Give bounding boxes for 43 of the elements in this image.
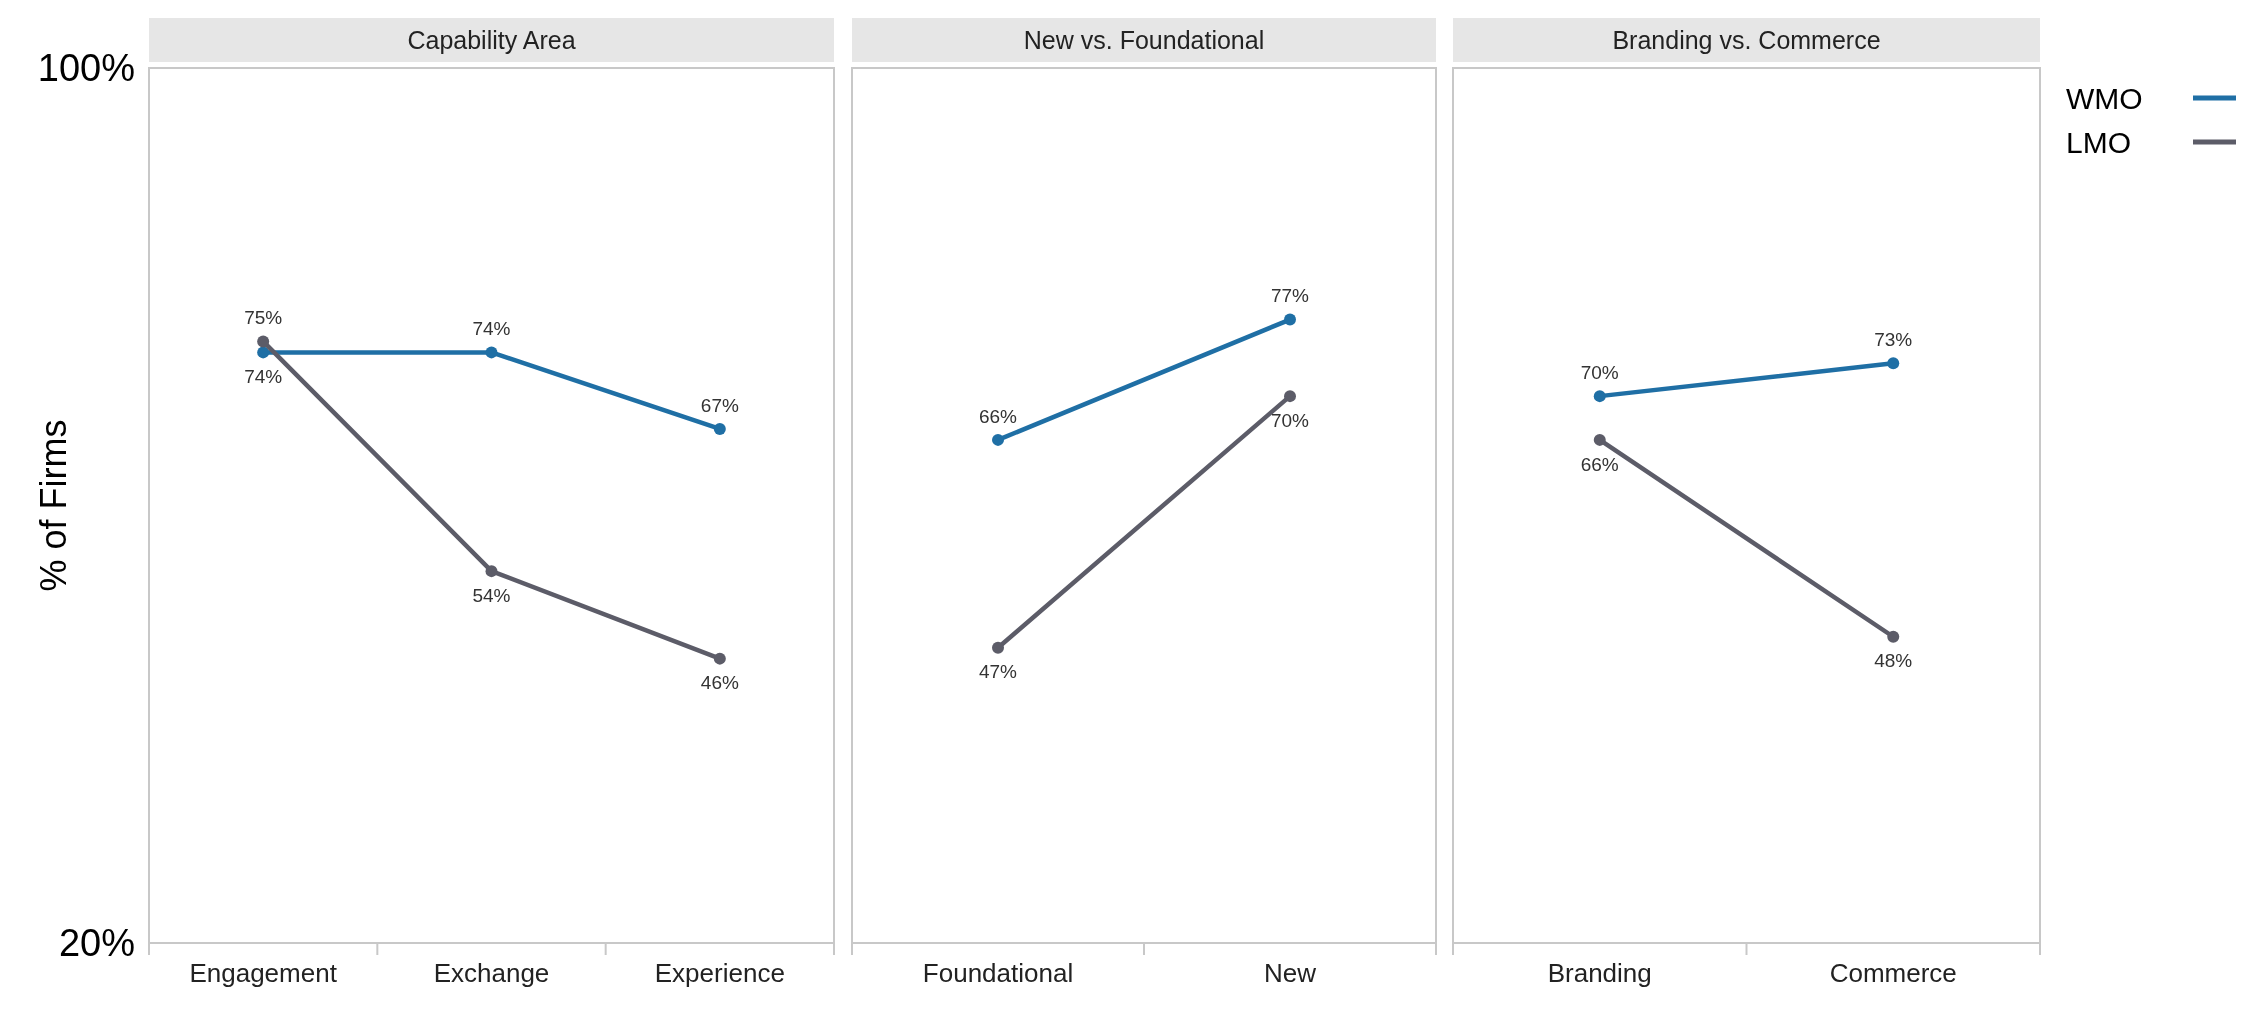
data-label: 70% (1270, 409, 1310, 431)
point (1887, 357, 1900, 370)
chart-title: Capability Area (407, 25, 576, 54)
x-tick-label: Foundational (922, 958, 1074, 989)
x-tick-label: Commerce (1829, 958, 1957, 989)
x-tick-label: New (1263, 958, 1317, 989)
data-label: 74% (472, 318, 511, 340)
point (992, 641, 1004, 654)
data-label: 70% (1580, 361, 1619, 383)
y-tick-label: 20% (58, 922, 135, 965)
x-tick-label: Experience (654, 958, 785, 989)
data-label: 66% (978, 405, 1018, 427)
x-tick-label: Exchange (433, 958, 550, 989)
data-label: 66% (1580, 453, 1619, 475)
point (1593, 390, 1606, 403)
point (713, 422, 726, 435)
data-label: 73% (1874, 328, 1913, 350)
y-tick-label: 100% (37, 47, 135, 90)
point (992, 433, 1004, 446)
data-label: 46% (700, 672, 739, 694)
data-label: 75% (244, 307, 283, 329)
x-tick-label: Engagement (189, 958, 338, 989)
point (1593, 433, 1606, 446)
data-label: 48% (1874, 650, 1913, 672)
point (1284, 313, 1296, 326)
data-label: 77% (1270, 285, 1310, 307)
point (257, 335, 270, 348)
x-tick-label: Branding (1547, 958, 1652, 989)
data-label: 47% (978, 661, 1018, 683)
chart-title: Branding vs. Commerce (1612, 25, 1881, 54)
point (485, 565, 498, 578)
point (1284, 390, 1296, 403)
legend-label: WMO (2066, 81, 2143, 115)
point (485, 346, 498, 359)
point (713, 652, 726, 665)
point (1887, 630, 1900, 643)
data-label: 74% (244, 366, 283, 388)
data-label: 67% (700, 394, 739, 416)
legend-label: LMO (2066, 125, 2132, 159)
data-label: 54% (472, 584, 511, 606)
chart-title: New vs. Foundational (1023, 25, 1265, 54)
y-axis-title: % of Firms (33, 419, 74, 592)
point (257, 346, 270, 359)
